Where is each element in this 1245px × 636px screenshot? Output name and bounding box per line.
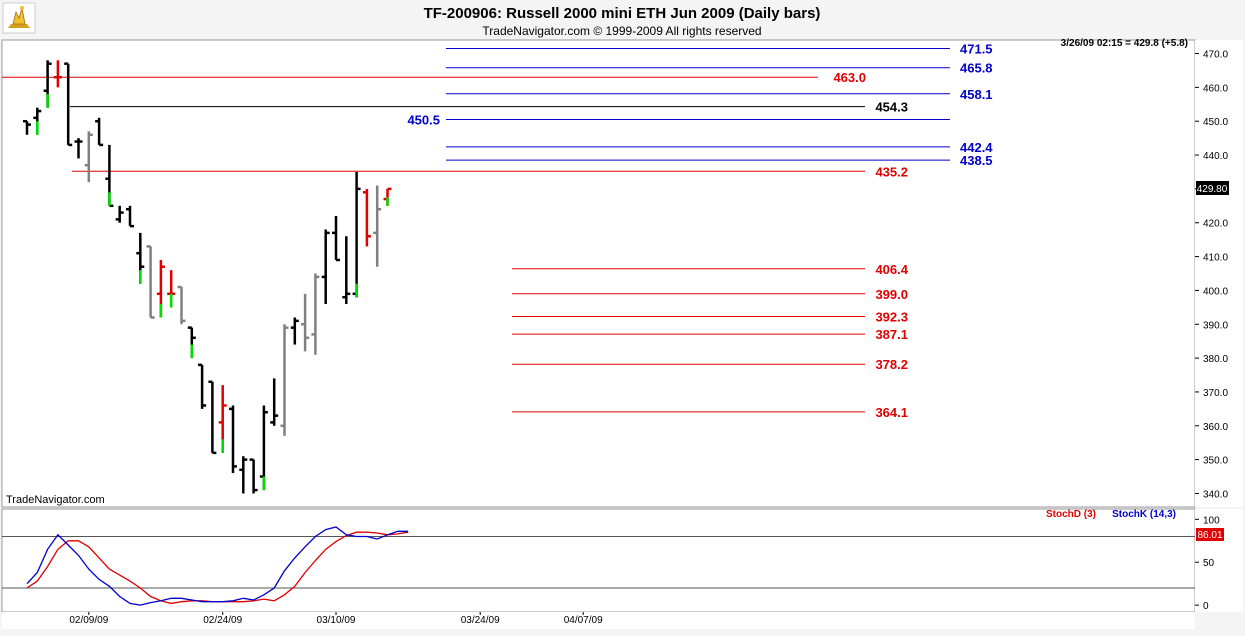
level-label-387.1: 387.1 [875, 327, 908, 342]
price-bar [321, 229, 330, 304]
level-label-463.0: 463.0 [833, 70, 866, 85]
price-tick-label: 410.0 [1203, 253, 1228, 264]
price-tick-label: 340.0 [1203, 489, 1228, 500]
price-bars [23, 60, 392, 494]
price-bar [95, 117, 104, 147]
price-bar [43, 60, 52, 108]
level-label-465.8: 465.8 [960, 61, 993, 76]
date-tick-label: 02/24/09 [203, 615, 242, 626]
level-label-364.1: 364.1 [875, 405, 908, 420]
price-bar [270, 378, 279, 426]
price-bar [23, 119, 31, 135]
level-label-471.5: 471.5 [960, 41, 993, 56]
price-bar [362, 188, 371, 247]
price-bar [187, 326, 196, 359]
level-label-435.2: 435.2 [875, 164, 908, 179]
price-tick-label: 470.0 [1203, 50, 1228, 61]
date-tick-label: 03/24/09 [461, 615, 500, 626]
level-label-450.5: 450.5 [407, 113, 440, 128]
price-tick-label: 440.0 [1203, 151, 1228, 162]
stoch-current-label: 86.01 [1197, 530, 1222, 541]
level-label-392.3: 392.3 [875, 309, 908, 324]
price-bar [53, 60, 62, 88]
price-bar [198, 363, 207, 409]
price-tick-label: 360.0 [1203, 422, 1228, 433]
price-bar [105, 144, 114, 208]
price-bar [301, 293, 310, 352]
price-bar [332, 215, 340, 262]
price-bar [290, 317, 299, 345]
stoch-plot-area[interactable] [1, 508, 1196, 613]
price-bar [177, 285, 186, 325]
price-tick-label: 370.0 [1203, 388, 1228, 399]
price-bar [126, 205, 134, 228]
price-tick-label: 450.0 [1203, 117, 1228, 128]
price-bar [229, 405, 237, 474]
price-tick-label: 420.0 [1203, 219, 1228, 230]
price-bar [280, 324, 289, 436]
stoch-k-legend: StochK (14,3) [1112, 509, 1176, 520]
price-plot-area[interactable] [1, 39, 1196, 508]
stoch-axis[interactable] [1195, 509, 1243, 612]
price-bar [311, 273, 320, 355]
price-bar [167, 270, 176, 308]
price-bar [136, 232, 145, 284]
trade-navigator-logo-icon[interactable] [2, 2, 36, 34]
stoch-k-line [26, 526, 409, 606]
level-label-438.5: 438.5 [960, 153, 993, 168]
price-bar [239, 456, 248, 494]
price-bar [352, 171, 361, 298]
stoch-tick-label: 50 [1203, 558, 1215, 569]
price-axis[interactable] [1195, 40, 1243, 507]
date-tick-label: 04/07/09 [564, 615, 603, 626]
date-tick-label: 02/09/09 [69, 615, 108, 626]
price-tick-label: 390.0 [1203, 320, 1228, 331]
level-lines: 471.5 465.8 463.0 458.1 454.3 450.5 442.4438.5… [2, 41, 993, 420]
date-axis-ticks: 02/09/09 02/24/09 03/10/09 03/24/09 04/07/09 [69, 612, 603, 626]
price-bar [218, 385, 227, 453]
price-tick-label: 380.0 [1203, 354, 1228, 365]
level-label-378.2: 378.2 [875, 357, 908, 372]
level-label-458.1: 458.1 [960, 87, 993, 102]
date-tick-label: 03/10/09 [317, 615, 356, 626]
price-bar [208, 380, 217, 455]
watermark: TradeNavigator.com [6, 494, 105, 506]
price-bar [146, 245, 155, 319]
price-bar [373, 185, 382, 267]
level-label-406.4: 406.4 [875, 262, 908, 277]
price-bar [383, 187, 392, 206]
stoch-tick-label: 0 [1203, 601, 1209, 612]
price-bar [64, 62, 73, 147]
stoch-current-marker: 86.01 [1196, 528, 1224, 541]
price-bar [259, 405, 268, 491]
price-bar [156, 259, 165, 318]
level-label-442.4: 442.4 [960, 140, 993, 155]
price-bar [115, 205, 124, 223]
stoch-d-legend: StochD (3) [1046, 509, 1096, 520]
price-bar [33, 107, 42, 135]
current-price-marker: 429.80 [1196, 181, 1229, 195]
price-tick-label: 350.0 [1203, 456, 1228, 467]
level-label-454.3: 454.3 [875, 100, 908, 115]
current-price-label: 429.80 [1197, 184, 1228, 195]
copyright-text: TradeNavigator.com © 1999-2009 All right… [482, 24, 761, 38]
stochastic-panel: 0 50 100 [2, 515, 1220, 612]
price-tick-label: 400.0 [1203, 286, 1228, 297]
date-axis[interactable] [2, 612, 1195, 629]
price-bar [84, 131, 93, 183]
chart-title: TF-200906: Russell 2000 mini ETH Jun 200… [424, 5, 821, 22]
level-label-399.0: 399.0 [875, 287, 908, 302]
last-quote: 3/26/09 02:15 = 429.8 (+5.8) [1061, 38, 1188, 49]
price-bar [74, 138, 83, 159]
stoch-tick-label: 100 [1203, 515, 1220, 526]
price-bar [249, 458, 258, 494]
price-tick-label: 460.0 [1203, 83, 1228, 94]
price-bar [342, 236, 351, 304]
